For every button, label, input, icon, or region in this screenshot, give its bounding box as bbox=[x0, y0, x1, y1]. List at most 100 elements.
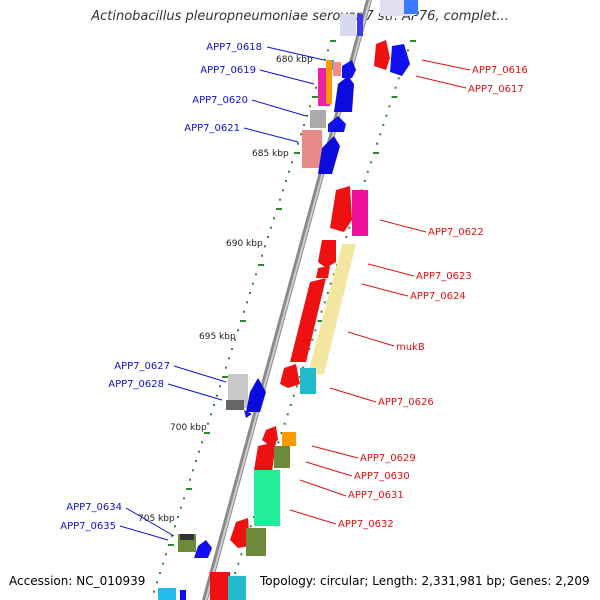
gene-feature-app7-0635[interactable] bbox=[194, 540, 212, 558]
scale-tick bbox=[189, 478, 191, 481]
gene-feature-app7-0630[interactable] bbox=[274, 446, 290, 468]
gene-feature[interactable] bbox=[326, 60, 332, 104]
gene-feature[interactable] bbox=[342, 60, 356, 78]
scale-tick bbox=[264, 245, 266, 248]
scale-tick bbox=[302, 366, 305, 369]
gene-feature[interactable] bbox=[280, 364, 300, 388]
gene-feature-app7-0626[interactable] bbox=[300, 368, 316, 394]
scale-tick bbox=[324, 58, 326, 61]
scale-tick bbox=[306, 114, 308, 117]
gene-label[interactable]: APP7_0619 bbox=[200, 65, 256, 76]
scale-tick bbox=[183, 497, 185, 500]
gene-feature[interactable] bbox=[254, 442, 276, 476]
gene-feature[interactable] bbox=[180, 590, 186, 600]
gene-feature-mukb[interactable] bbox=[290, 278, 326, 362]
gene-feature[interactable] bbox=[352, 190, 368, 236]
gene-label[interactable]: APP7_0632 bbox=[338, 519, 394, 530]
gene-label[interactable]: APP7_0629 bbox=[360, 453, 416, 464]
gene-feature-app7-0623[interactable] bbox=[318, 240, 336, 268]
gene-feature-app7-0631[interactable] bbox=[254, 470, 280, 526]
scale-tick bbox=[388, 105, 391, 108]
gene-label[interactable]: APP7_0627 bbox=[114, 361, 170, 372]
gene-feature[interactable] bbox=[228, 576, 246, 600]
gene-labels-reverse: APP7_0618 APP7_0619 APP7_0620 APP7_0621 … bbox=[60, 42, 262, 532]
scale-tick bbox=[379, 133, 382, 136]
gene-feature[interactable] bbox=[333, 62, 341, 76]
gene-label[interactable]: APP7_0631 bbox=[348, 490, 404, 501]
gene-label[interactable]: APP7_0622 bbox=[428, 227, 484, 238]
gene-feature-app7-0624[interactable] bbox=[308, 244, 356, 374]
scale-tick bbox=[345, 236, 348, 238]
gene-feature[interactable] bbox=[244, 410, 252, 418]
gene-feature[interactable] bbox=[158, 588, 176, 600]
gene-label[interactable]: APP7_0618 bbox=[206, 42, 262, 53]
scale-tick bbox=[237, 562, 240, 565]
gene-label[interactable]: APP7_0623 bbox=[416, 271, 472, 282]
scale-tick bbox=[369, 161, 372, 164]
gene-feature[interactable] bbox=[180, 534, 194, 540]
gene-label[interactable]: APP7_0630 bbox=[354, 471, 410, 482]
gene-feature-app7-0627[interactable] bbox=[228, 374, 248, 408]
gene-feature-app7-0616[interactable] bbox=[374, 40, 390, 70]
scale-labels: 680 kbp 685 kbp 690 kbp 695 kbp 700 kbp … bbox=[138, 55, 313, 524]
gene-feature[interactable] bbox=[262, 426, 278, 446]
gene-feature-app7-0620[interactable] bbox=[310, 110, 326, 128]
scale-tick bbox=[282, 189, 284, 192]
scale-tick bbox=[153, 590, 155, 593]
scale-tick bbox=[348, 226, 351, 229]
scale-tick bbox=[291, 161, 293, 164]
scale-tick bbox=[222, 376, 228, 378]
gene-feature[interactable] bbox=[230, 518, 250, 548]
gene-feature[interactable] bbox=[340, 14, 356, 36]
gene-feature-app7-0632[interactable] bbox=[246, 528, 266, 556]
scale-tick bbox=[177, 516, 179, 518]
scale-tick bbox=[279, 198, 281, 201]
scale-tick bbox=[308, 348, 311, 350]
scale-tick bbox=[198, 450, 200, 453]
gene-label[interactable]: APP7_0628 bbox=[108, 379, 164, 390]
scale-tick bbox=[273, 217, 275, 220]
scale-label: 690 kbp bbox=[226, 239, 263, 249]
gene-label[interactable]: APP7_0626 bbox=[378, 397, 434, 408]
scale-tick bbox=[312, 96, 318, 98]
gene-feature[interactable] bbox=[318, 136, 340, 174]
scale-tick bbox=[249, 292, 251, 294]
scale-tick bbox=[327, 49, 329, 52]
scale-tick bbox=[174, 525, 176, 528]
gene-label[interactable]: APP7_0621 bbox=[184, 123, 240, 134]
gene-feature[interactable] bbox=[210, 572, 230, 600]
gene-label[interactable]: APP7_0617 bbox=[468, 84, 524, 95]
scale-tick bbox=[314, 329, 317, 332]
gene-label[interactable]: APP7_0634 bbox=[66, 502, 122, 513]
gene-label[interactable]: APP7_0616 bbox=[472, 65, 528, 76]
gene-feature-app7-0622[interactable] bbox=[330, 186, 352, 232]
gene-feature-app7-0617[interactable] bbox=[390, 44, 410, 76]
gene-label[interactable]: APP7_0620 bbox=[192, 95, 248, 106]
gene-feature[interactable] bbox=[357, 14, 363, 36]
gene-label[interactable]: APP7_0635 bbox=[60, 521, 116, 532]
gene-feature[interactable] bbox=[334, 76, 354, 112]
scale-tick bbox=[277, 441, 280, 444]
scale-tick bbox=[243, 310, 245, 313]
gene-feature[interactable] bbox=[316, 266, 330, 278]
scale-tick bbox=[210, 413, 212, 416]
gene-feature-app7-0629[interactable] bbox=[282, 432, 296, 446]
gene-feature[interactable] bbox=[226, 400, 244, 410]
scale-tick bbox=[289, 404, 292, 406]
scale-tick bbox=[332, 273, 335, 276]
scale-tick bbox=[330, 40, 336, 42]
gene-feature[interactable] bbox=[328, 116, 346, 132]
scale-tick bbox=[276, 208, 282, 210]
scale-tick bbox=[297, 142, 299, 145]
gene-label[interactable]: APP7_0624 bbox=[410, 291, 466, 302]
scale-tick bbox=[225, 366, 227, 369]
scale-tick bbox=[288, 170, 290, 173]
scale-tick bbox=[186, 488, 192, 490]
gene-feature-app7-0628[interactable] bbox=[246, 378, 266, 412]
scale-tick bbox=[303, 124, 305, 126]
gene-label[interactable]: mukB bbox=[396, 342, 425, 353]
gene-feature-app7-0621[interactable] bbox=[302, 130, 322, 168]
gene-feature[interactable] bbox=[404, 0, 418, 14]
scale-tick bbox=[159, 572, 161, 574]
